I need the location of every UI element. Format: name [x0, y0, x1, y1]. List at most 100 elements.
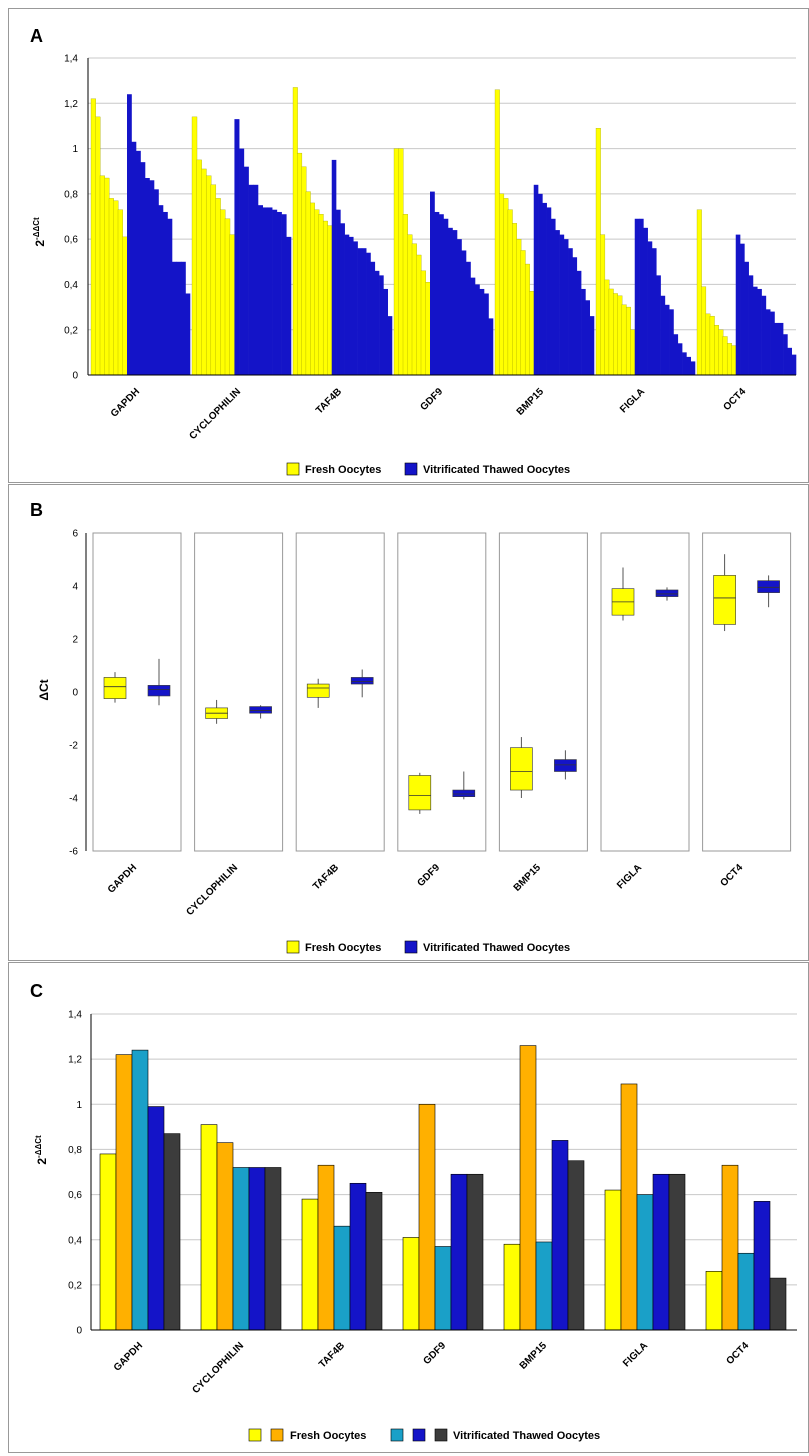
bar-vitrified [353, 241, 358, 375]
legend-label-vitrified: Vitrificated Thawed Oocytes [453, 1430, 600, 1442]
bar-fresh [229, 234, 235, 376]
bar-vitrified [154, 189, 159, 375]
panel-b-tick-label: 2 [72, 635, 78, 646]
bar-fresh [215, 198, 221, 376]
bar-series-1 [705, 1271, 723, 1331]
panel-a-tick-label: 0,8 [64, 189, 78, 200]
bar-series-1 [200, 1124, 218, 1331]
bar-vitrified [357, 248, 363, 375]
bar-fresh [520, 250, 526, 376]
panel-a-legend: Fresh Oocytes Vitrificated Thawed Oocyte… [286, 462, 570, 476]
bar-vitrified [457, 239, 462, 375]
bar-vitrified [735, 234, 741, 375]
bar-vitrified [546, 207, 552, 375]
bar-vitrified [740, 243, 745, 375]
panel-b-category-label: OCT4 [718, 862, 745, 889]
bar-vitrified [131, 141, 137, 375]
panel-b-category-label: CYCLOPHILIN [184, 862, 240, 918]
bar-series-2 [216, 1142, 234, 1331]
bar-vitrified [430, 191, 435, 375]
bar-fresh [322, 220, 328, 376]
panel-a-category-label: FIGLA [618, 386, 647, 415]
box-fresh [713, 575, 736, 625]
bar-fresh [425, 282, 431, 376]
bar-vitrified [484, 293, 489, 375]
panel-c-label: C [30, 981, 43, 1001]
bar-fresh [314, 209, 320, 376]
box-fresh [510, 747, 533, 791]
bar-vitrified [783, 334, 788, 375]
panel-c-bars [99, 1045, 787, 1331]
bar-vitrified [172, 261, 177, 375]
box-fresh [103, 677, 127, 699]
panel-a-tick-label: 1,2 [64, 99, 78, 110]
bar-fresh [393, 148, 399, 376]
bar-vitrified [443, 218, 449, 375]
bar-series-4 [551, 1140, 569, 1331]
bar-series-3 [333, 1225, 351, 1331]
panel-b-y-ticks: 6 4 2 0 -2 -4 -6 [69, 529, 78, 858]
panel-c-category-label: GAPDH [112, 1340, 145, 1373]
bar-vitrified [576, 270, 582, 375]
bar-fresh [625, 306, 631, 376]
bar-vitrified [340, 223, 345, 375]
bar-series-3 [232, 1167, 250, 1331]
legend-swatch-vitrified-teal [390, 1428, 404, 1442]
bar-vitrified [344, 234, 350, 375]
bar-vitrified [757, 288, 762, 375]
bar-series-1 [604, 1189, 622, 1331]
bar-fresh [205, 175, 212, 376]
legend-label-vitrified: Vitrificated Thawed Oocytes [423, 464, 570, 476]
panel-b-tick-label: 4 [72, 582, 78, 593]
bar-vitrified [379, 275, 384, 375]
panel-a-tick-label: 0 [72, 371, 78, 382]
bar-vitrified [167, 218, 173, 375]
bar-vitrified [538, 193, 543, 375]
bar-fresh [516, 238, 522, 376]
bar-vitrified [149, 180, 155, 375]
bar-fresh [416, 254, 422, 376]
bar-fresh [122, 236, 128, 376]
panel-b-boxes [92, 532, 792, 852]
panel-b-label: B [30, 500, 43, 520]
bar-vitrified [656, 275, 661, 375]
legend-swatch-vitrified [404, 940, 418, 954]
bar-vitrified [145, 178, 150, 375]
bar-series-5 [668, 1173, 686, 1331]
bar-vitrified [664, 304, 670, 375]
legend-swatch-vitrified-blue [412, 1428, 426, 1442]
bar-vitrified [682, 352, 687, 375]
bar-fresh [621, 304, 627, 376]
panel-c-tick-label: 0,4 [68, 1235, 82, 1246]
bar-fresh [696, 209, 702, 376]
bar-vitrified [669, 309, 674, 375]
bar-vitrified [348, 236, 354, 375]
bar-vitrified [267, 207, 273, 375]
bar-fresh [630, 329, 636, 376]
bar-fresh [524, 263, 530, 376]
bar-fresh [310, 202, 315, 376]
bar-series-4 [753, 1201, 771, 1331]
panel-b-category-label: TAF4B [311, 862, 341, 892]
bar-fresh [701, 286, 707, 376]
bar-fresh [420, 270, 426, 376]
bar-fresh [600, 234, 606, 376]
bar-fresh [117, 209, 123, 376]
bar-fresh [108, 198, 114, 376]
bar-vitrified [176, 261, 182, 375]
panel-b-tick-label: -4 [69, 794, 78, 805]
bar-vitrified [690, 361, 696, 375]
panel-c-tick-label: 0,8 [68, 1145, 82, 1156]
bar-fresh [318, 214, 324, 376]
panel-c-category-label: OCT4 [724, 1340, 751, 1367]
legend-label-fresh: Fresh Oocytes [305, 464, 381, 476]
panel-b-subplot-frame [194, 532, 284, 852]
bar-vitrified [475, 284, 480, 375]
bar-series-2 [418, 1103, 436, 1331]
panel-b-tick-label: -6 [69, 847, 78, 858]
bar-vitrified [774, 322, 780, 375]
bar-vitrified [127, 94, 132, 375]
legend-label-vitrified: Vitrificated Thawed Oocytes [423, 942, 570, 954]
bar-series-3 [636, 1194, 654, 1331]
bar-vitrified [253, 184, 259, 375]
